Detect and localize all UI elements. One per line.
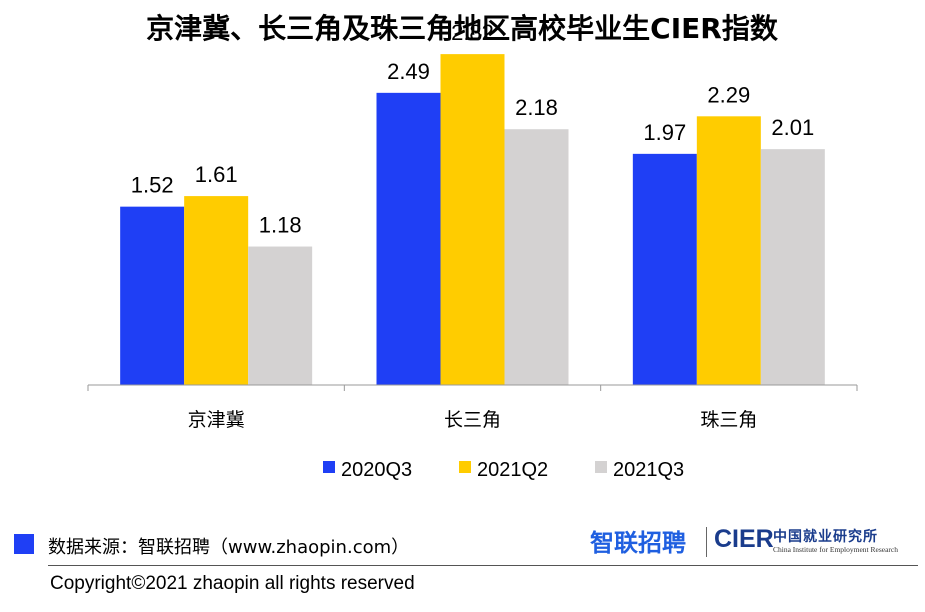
bar — [120, 206, 185, 385]
data-label: 1.97 — [643, 120, 686, 145]
bar-chart: 京津冀、长三角及珠三角地区高校毕业生CIER指数 1.52 1.61 1.18 2.4… — [87, 12, 858, 481]
logo-divider — [706, 527, 707, 557]
legend-label: 2021Q2 — [477, 459, 548, 481]
data-label: 1.18 — [259, 213, 302, 238]
data-label: 1.61 — [195, 162, 238, 187]
data-label: 2.01 — [771, 115, 814, 140]
category-label: 京津冀 — [188, 409, 245, 431]
legend-swatch — [323, 461, 335, 473]
legend: 2020Q3 2021Q2 2021Q3 — [323, 459, 684, 481]
category-label: 长三角 — [444, 409, 501, 431]
bar — [184, 196, 249, 385]
data-label: 2.29 — [707, 82, 750, 107]
bar — [632, 153, 697, 385]
bar — [504, 129, 569, 385]
data-labels-group: 1.52 1.61 1.18 2.49 2.82 2.18 1.97 2.29 2.01 — [131, 20, 814, 237]
bar — [440, 54, 505, 386]
category-labels-group: 京津冀 长三角 珠三角 — [188, 409, 758, 431]
bar — [376, 92, 441, 385]
footer-divider — [48, 565, 918, 566]
cier-logo-en: China Institute for Employment Research — [773, 545, 898, 554]
legend-swatch — [459, 461, 471, 473]
bar — [696, 116, 761, 385]
source-text: 数据来源：智联招聘（www.zhaopin.com） — [48, 537, 410, 558]
chart-title: 京津冀、长三角及珠三角地区高校毕业生CIER指数 — [146, 12, 779, 45]
legend-label: 2021Q3 — [613, 459, 684, 481]
copyright-text: Copyright©2021 zhaopin all rights reserv… — [50, 573, 415, 594]
data-label: 2.82 — [451, 20, 494, 45]
source-marker — [14, 534, 34, 554]
data-label: 1.52 — [131, 173, 174, 198]
zhaopin-logo: 智联招聘 — [590, 529, 686, 557]
bars-group — [120, 54, 825, 386]
bar — [760, 149, 825, 385]
legend-swatch — [595, 461, 607, 473]
cier-logo: CIER — [714, 525, 774, 553]
data-label: 2.18 — [515, 95, 558, 120]
legend-label: 2020Q3 — [341, 459, 412, 481]
x-axis-ticks — [87, 385, 858, 391]
bar — [248, 246, 313, 385]
category-label: 珠三角 — [700, 409, 757, 431]
data-label: 2.49 — [387, 59, 430, 84]
cier-logo-cn: 中国就业研究所 — [773, 529, 878, 545]
